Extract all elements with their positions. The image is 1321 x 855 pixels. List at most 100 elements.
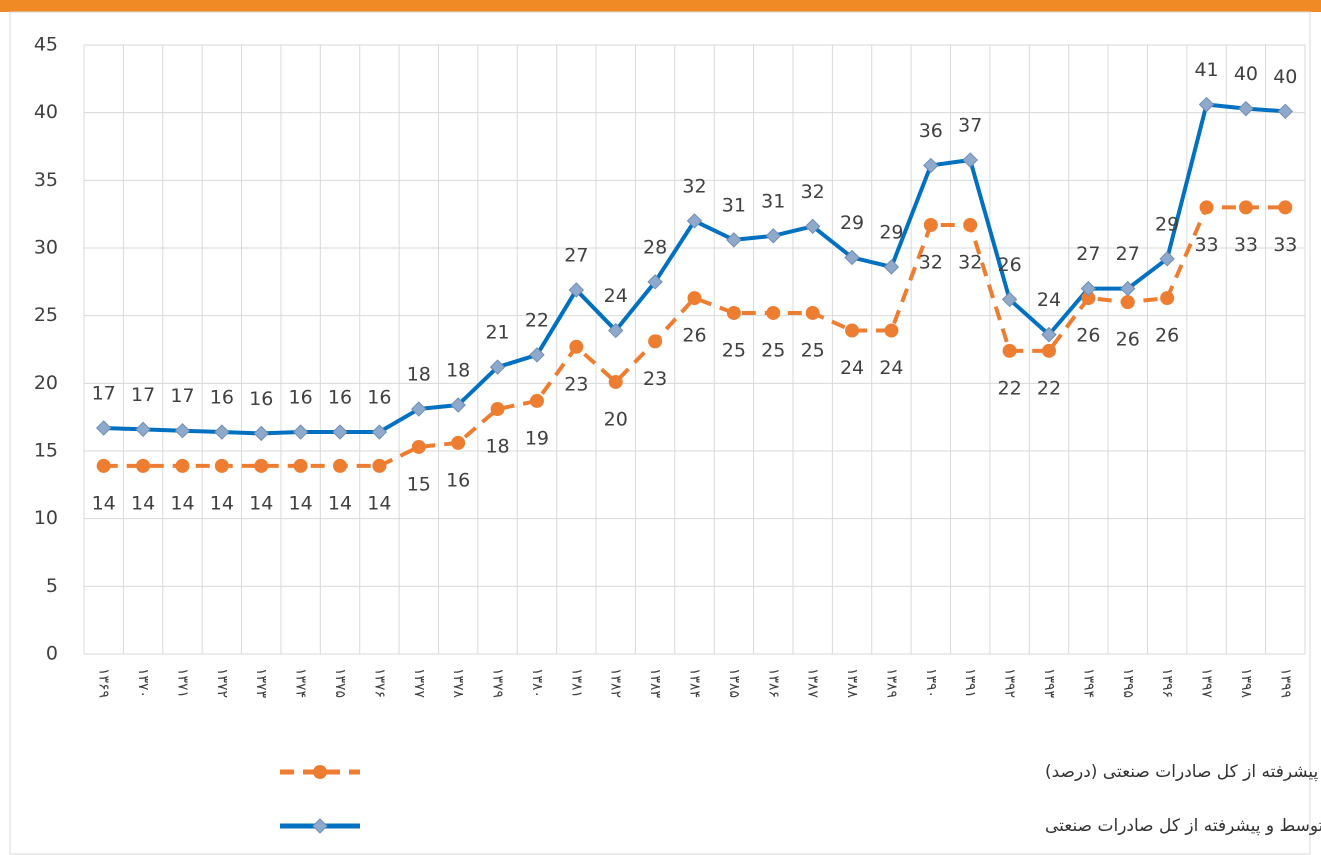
data-label: 23	[643, 368, 667, 390]
y-tick-label: 40	[34, 101, 58, 123]
x-tick-label: ۱۳۷۸	[450, 668, 466, 699]
x-tick-label: ۱۳۶۹	[96, 668, 112, 698]
point	[1277, 103, 1294, 120]
y-tick-label: 5	[46, 575, 58, 597]
x-tick-label: ۱۳۸۸	[844, 668, 860, 699]
point	[411, 401, 427, 417]
point	[135, 421, 151, 438]
data-label: 33	[1273, 234, 1297, 256]
point	[845, 323, 860, 338]
data-label: 21	[485, 322, 509, 344]
point	[1001, 291, 1018, 308]
data-label: 26	[998, 254, 1022, 276]
data-label: 29	[1155, 213, 1179, 235]
data-label: 40	[1234, 63, 1258, 85]
x-tick-label: ۱۳۷۱	[174, 668, 190, 698]
point	[1081, 291, 1096, 306]
data-label: 32	[919, 251, 943, 273]
point	[175, 458, 190, 473]
point	[844, 249, 860, 266]
data-label: 18	[485, 436, 509, 458]
point	[214, 424, 230, 440]
data-label: 25	[761, 339, 785, 361]
point	[174, 422, 191, 439]
data-label: 29	[840, 212, 864, 234]
x-tick-label: ۱۳۸۵	[726, 668, 742, 698]
data-label: 14	[328, 492, 352, 514]
data-label: 25	[722, 339, 746, 361]
point	[529, 347, 545, 363]
point	[569, 339, 584, 354]
point	[805, 305, 820, 320]
x-tick-label: ۱۳۸۹	[883, 668, 899, 698]
data-label: 14	[289, 492, 313, 514]
data-label: 27	[1116, 243, 1140, 265]
data-label: 17	[131, 384, 155, 406]
x-tick-label: ۱۳۹۵	[1120, 668, 1136, 698]
point	[332, 424, 348, 440]
point	[726, 305, 741, 320]
point	[136, 458, 151, 473]
y-tick-label: 15	[34, 440, 58, 462]
x-tick-label: ۱۳۸۲	[608, 668, 624, 698]
point	[1238, 200, 1253, 215]
data-label: 24	[604, 285, 628, 307]
data-label: 18	[446, 359, 470, 381]
data-label: 18	[407, 364, 431, 386]
data-label: 16	[289, 387, 313, 409]
point	[1198, 96, 1215, 113]
data-label: 14	[170, 492, 194, 514]
x-tick-label: ۱۳۹۲	[1002, 668, 1018, 698]
legend-label: سهم صادرات تولیدات با فناوری متوسط و پیش…	[1045, 762, 1321, 782]
point	[254, 458, 269, 473]
legend-marker	[312, 818, 328, 834]
legend-marker	[313, 765, 327, 779]
data-label: 14	[249, 492, 273, 514]
y-tick-label: 25	[34, 304, 58, 326]
data-label: 31	[761, 190, 785, 212]
data-label: 17	[170, 385, 194, 407]
point	[489, 359, 506, 375]
point	[963, 217, 978, 232]
y-tick-label: 0	[46, 643, 58, 665]
x-tick-label: ۱۳۹۰	[923, 668, 939, 698]
x-tick-label: ۱۳۸۱	[568, 668, 584, 698]
point	[1041, 343, 1056, 358]
data-label: 19	[525, 427, 549, 449]
data-label: 24	[879, 357, 903, 379]
data-label: 16	[210, 387, 234, 409]
point	[766, 305, 781, 320]
data-label: 32	[958, 251, 982, 273]
x-tick-label: ۱۳۸۶	[765, 668, 781, 698]
data-label: 16	[367, 387, 391, 409]
point	[883, 259, 900, 275]
header-bar	[0, 0, 1321, 12]
data-label: 14	[210, 492, 234, 514]
point	[686, 213, 703, 229]
y-tick-label: 30	[34, 237, 58, 259]
data-label: 33	[1194, 234, 1218, 256]
y-tick-label: 10	[34, 507, 58, 529]
point	[371, 424, 388, 440]
x-tick-label: ۱۳۹۳	[1041, 668, 1057, 699]
data-label: 41	[1194, 59, 1218, 81]
data-label: 40	[1273, 66, 1297, 88]
data-label: 36	[919, 120, 943, 142]
x-tick-label: ۱۳۹۷	[1199, 668, 1215, 699]
data-label: 23	[564, 373, 588, 395]
x-tick-label: ۱۳۷۹	[490, 668, 506, 698]
point	[1080, 280, 1097, 297]
point	[765, 228, 781, 244]
point	[608, 374, 623, 389]
x-tick-label: ۱۳۸۳	[647, 668, 663, 699]
point	[568, 282, 585, 298]
data-label: 32	[682, 175, 706, 197]
data-label: 16	[328, 387, 352, 409]
point	[529, 393, 544, 408]
data-label: 26	[1116, 329, 1140, 351]
data-label: 17	[92, 382, 116, 404]
x-tick-label: ۱۳۸۴	[687, 668, 703, 698]
point	[490, 402, 505, 417]
point	[726, 232, 742, 248]
point	[884, 323, 899, 338]
